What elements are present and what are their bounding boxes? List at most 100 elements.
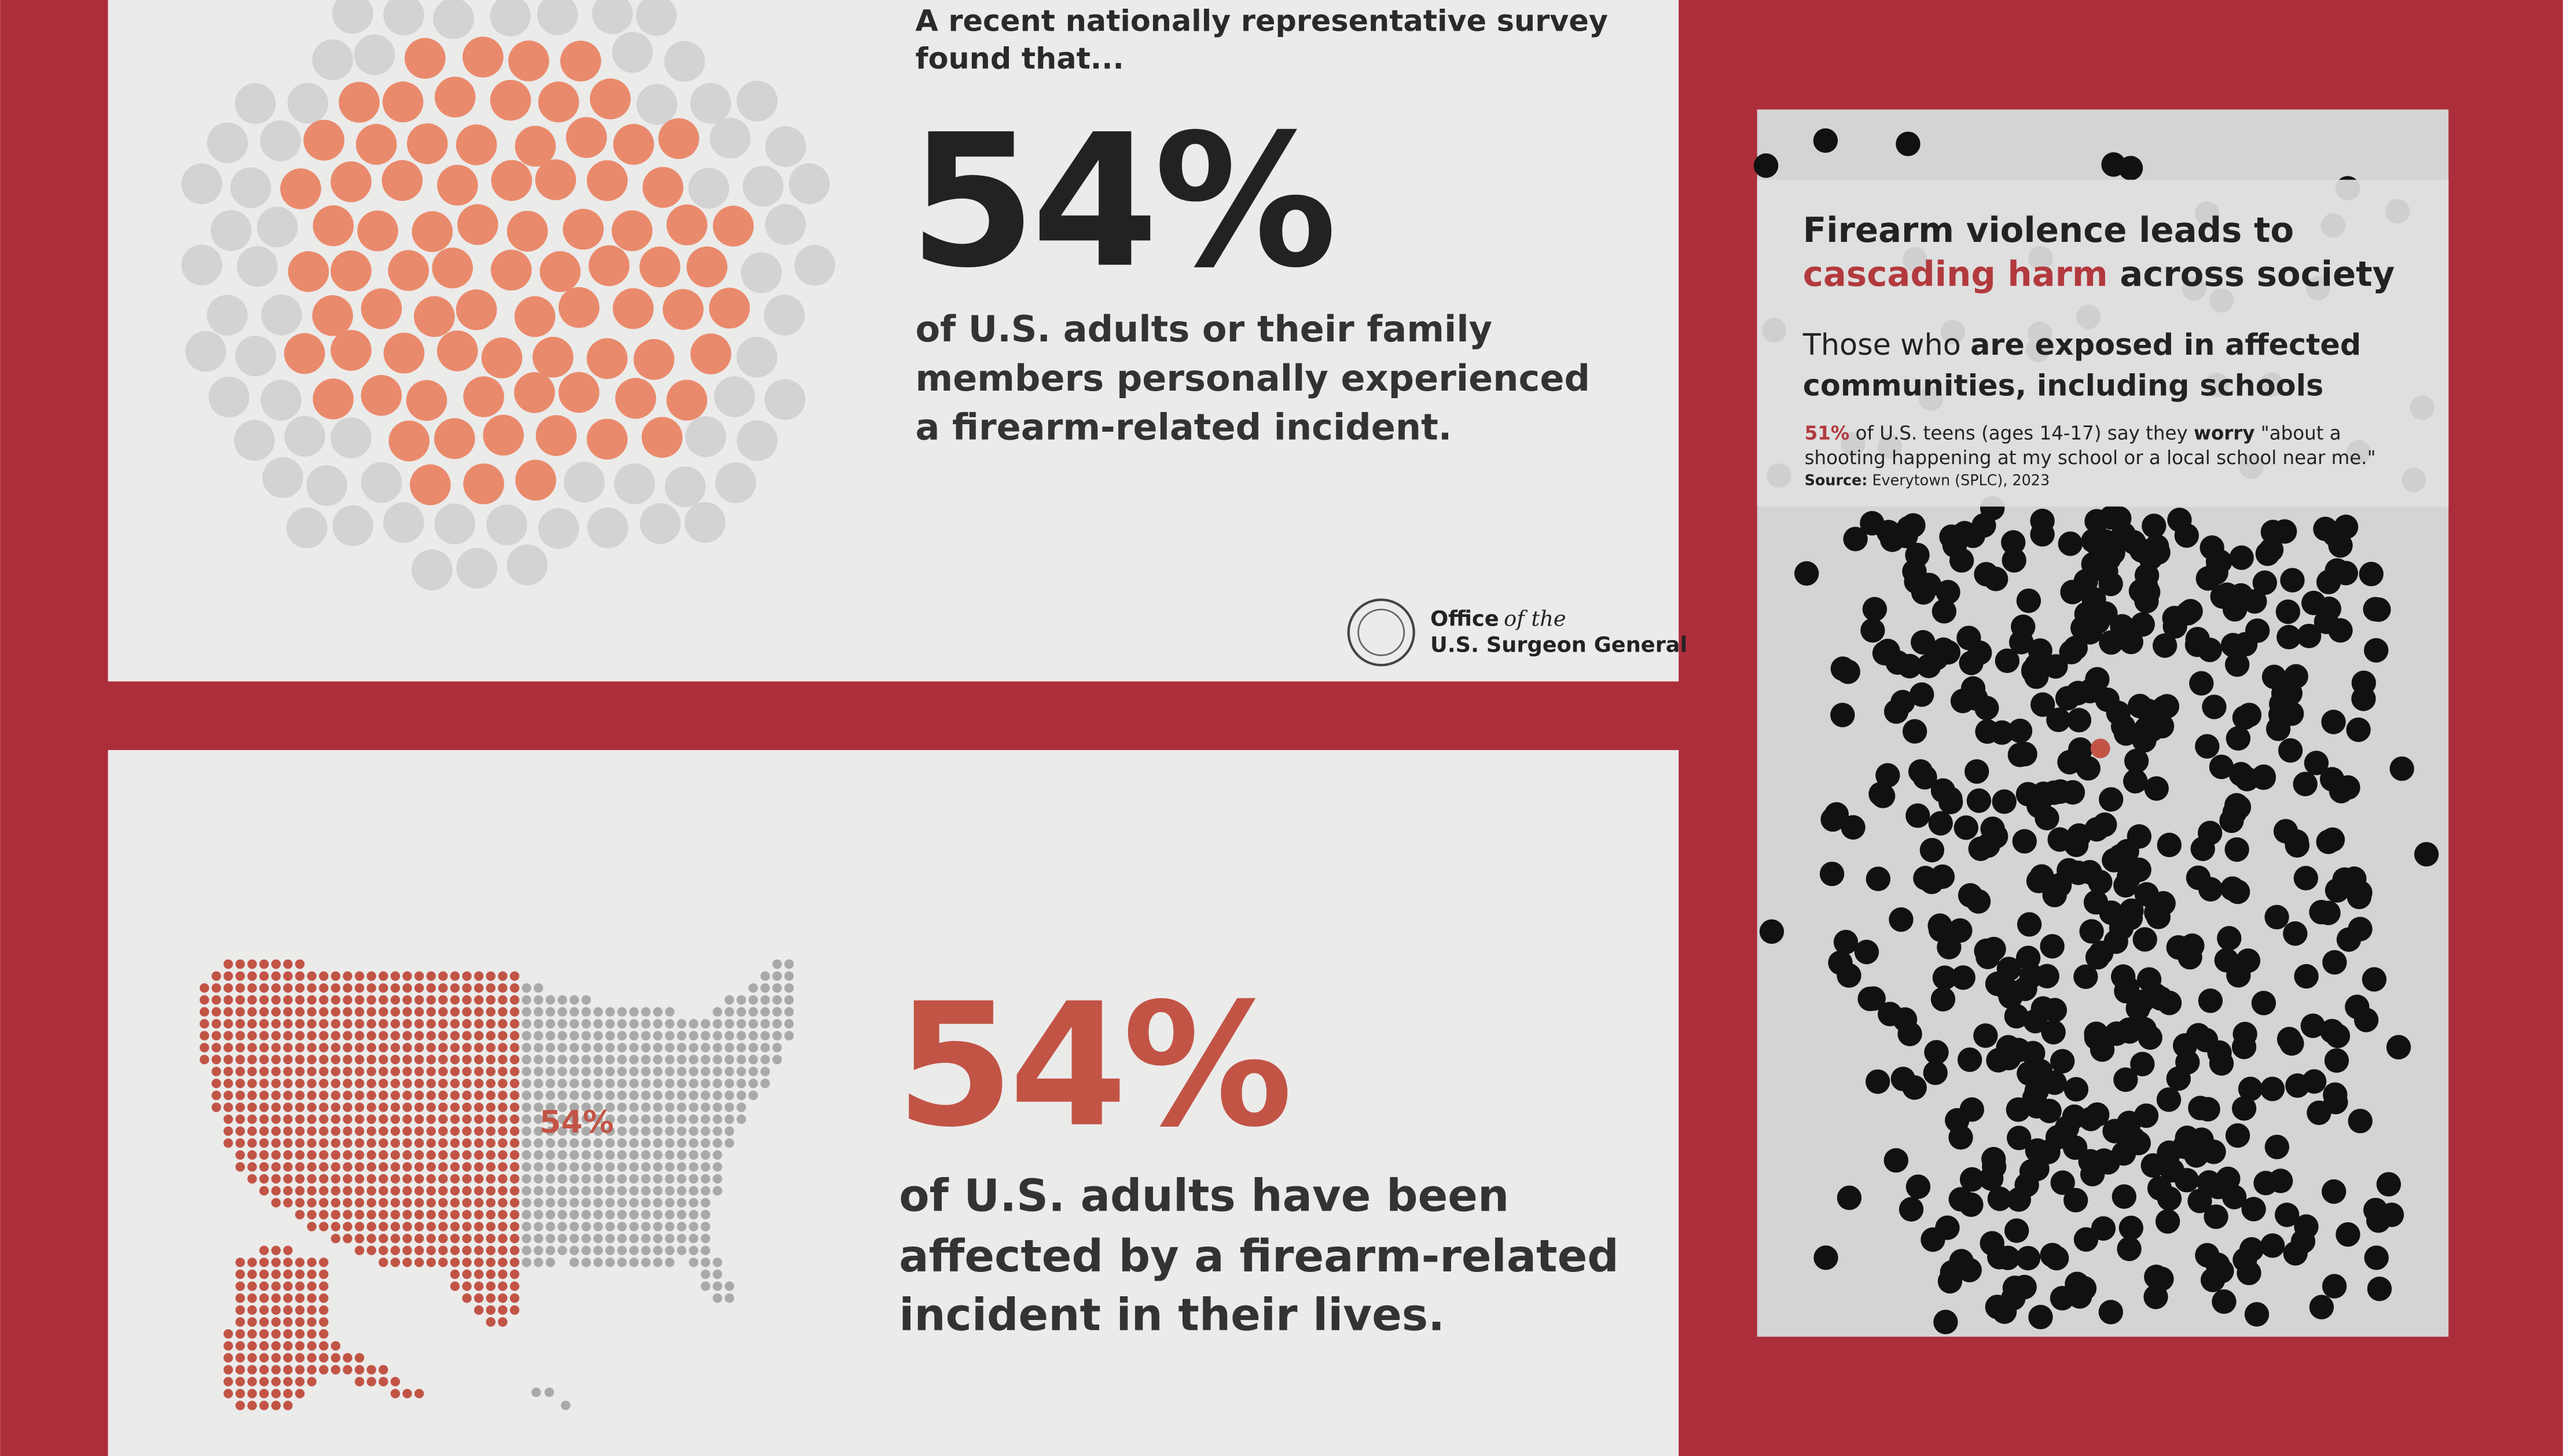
red-dot [486, 1067, 496, 1076]
gray-dot [700, 1043, 711, 1053]
black-dot [1928, 811, 1953, 836]
orange-dot [457, 204, 498, 245]
gray-dot [230, 167, 271, 208]
red-dot [211, 1067, 221, 1076]
red-dot [247, 1293, 257, 1303]
gray-dot [653, 1138, 663, 1148]
red-dot [343, 1090, 352, 1100]
red-dot [509, 1054, 520, 1065]
red-dot [402, 995, 412, 1005]
note: 51% of U.S. teens (ages 14-17) say they … [1805, 422, 2376, 489]
black-dot [2202, 694, 2227, 719]
red-dot [319, 1186, 329, 1196]
red-dot [259, 1102, 269, 1112]
red-dot [486, 1269, 496, 1279]
red-dot [486, 1090, 496, 1100]
black-dot [2224, 837, 2249, 862]
red-dot [474, 1209, 484, 1220]
red-dot [331, 1054, 341, 1065]
body-line: of U.S. adults or their family [915, 308, 1492, 350]
black-dot [2376, 1172, 2402, 1197]
gray-dot [653, 1090, 663, 1100]
red-dot [295, 1329, 305, 1339]
red-dot [450, 1258, 460, 1267]
red-dot [331, 995, 341, 1005]
red-dot [462, 1222, 472, 1231]
gray-dot [748, 1019, 758, 1029]
gray-dot [713, 1067, 722, 1076]
red-dot [414, 1090, 424, 1100]
gray-dot [605, 1031, 615, 1040]
black-dot [2142, 513, 2167, 538]
gray-dot [713, 1007, 722, 1017]
gray-dot [629, 1209, 639, 1220]
gray-dot [569, 1019, 579, 1029]
red-dot [486, 1198, 496, 1208]
gray-dot [557, 1138, 567, 1148]
black-dot [2251, 764, 2276, 789]
gray-dot [664, 1174, 675, 1184]
red-dot [307, 1150, 317, 1160]
black-dot [1833, 929, 1859, 955]
orange-dot [586, 418, 628, 460]
red-dot [211, 995, 221, 1005]
black-dot [2037, 1098, 2062, 1123]
gray-dot [557, 995, 567, 1005]
red-dot [259, 1258, 269, 1267]
gray-dot [256, 206, 298, 248]
red-dot [259, 1138, 269, 1148]
gray-dot [557, 1043, 567, 1053]
gray-dot [569, 1150, 579, 1160]
gray-dot [677, 1174, 686, 1184]
red-dot [271, 1341, 281, 1351]
red-dot [450, 1019, 460, 1029]
black-dot [1896, 516, 1921, 541]
red-dot [498, 1150, 508, 1160]
black-dot [2294, 1214, 2319, 1239]
red-dot [354, 1150, 365, 1160]
gray-dot [569, 1198, 579, 1208]
red-dot [462, 1258, 472, 1267]
red-dot [450, 1150, 460, 1160]
red-dot [366, 1007, 376, 1017]
black-dot [1957, 1047, 1982, 1072]
red-dot [390, 1258, 401, 1267]
red-dot [247, 1400, 257, 1410]
gray-dot [664, 1233, 675, 1244]
red-dot [379, 1150, 388, 1160]
gray-dot [760, 1031, 770, 1040]
red-dot [366, 1198, 376, 1208]
black-dot [2325, 1023, 2351, 1049]
black-dot [1843, 527, 1868, 551]
red-dot [498, 1031, 508, 1040]
red-dot [319, 1222, 329, 1231]
black-dot [1945, 1108, 1970, 1133]
red-dot [354, 1353, 365, 1363]
red-dot [331, 1353, 341, 1363]
black-dot [2030, 522, 2055, 547]
red-dot [498, 1090, 508, 1100]
gray-dot [605, 1102, 615, 1112]
orange-dot [313, 378, 354, 420]
gray-dot [260, 380, 302, 421]
black-dot [2252, 570, 2278, 595]
red-dot [450, 1126, 460, 1136]
red-dot [379, 1377, 388, 1387]
gray-dot [713, 1174, 722, 1184]
black-dot [1995, 648, 2020, 674]
red-dot [354, 1138, 365, 1148]
red-dot [223, 1054, 233, 1065]
red-dot [402, 1114, 412, 1124]
gray-dot [581, 1198, 591, 1208]
red-dot [498, 1186, 508, 1196]
orange-dot [613, 124, 654, 165]
red-dot [247, 1150, 257, 1160]
red-dot [283, 1162, 293, 1172]
red-dot [211, 1102, 221, 1112]
red-dot [295, 1305, 305, 1315]
red-dot [414, 983, 424, 993]
black-dot [2040, 933, 2065, 959]
red-dot [379, 1209, 388, 1220]
gray-dot [724, 1114, 735, 1124]
gray-dot [534, 1162, 544, 1172]
